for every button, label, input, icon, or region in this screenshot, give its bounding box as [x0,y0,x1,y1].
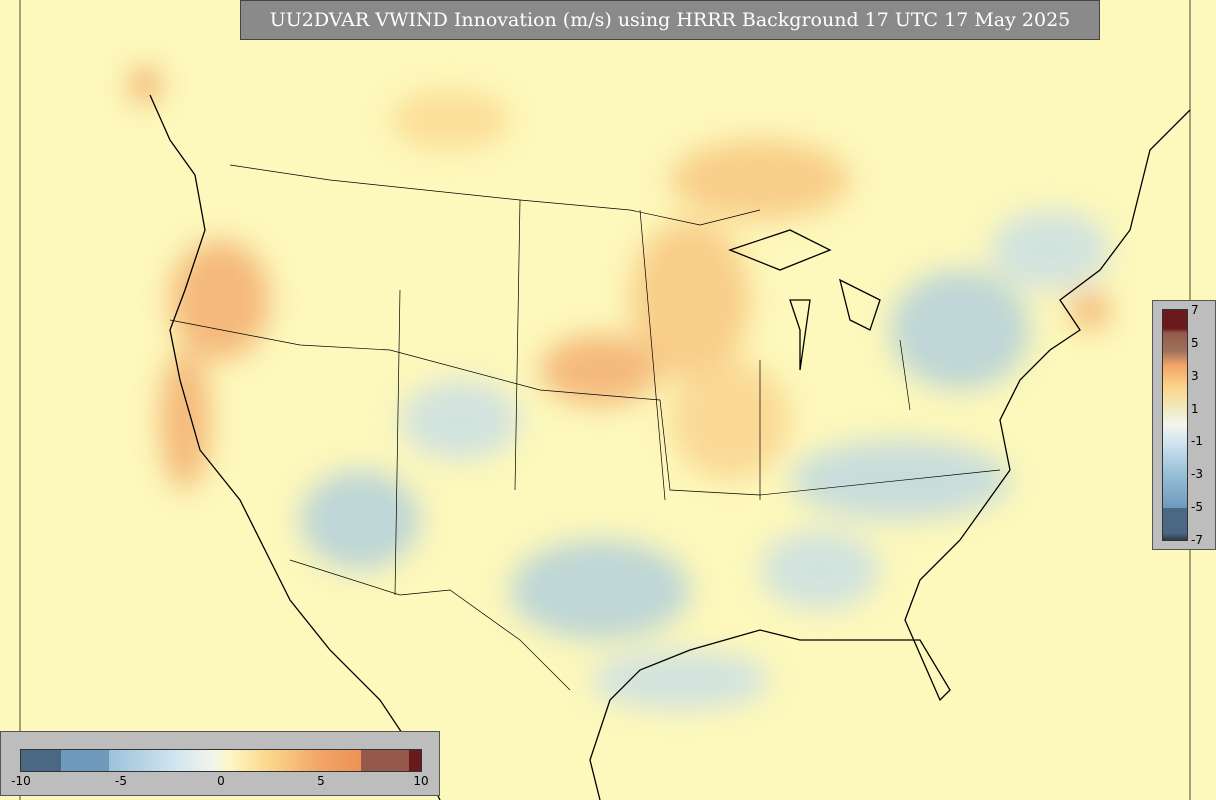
colorbar-tick-label: 5 [317,774,325,788]
innovation-field [130,67,1110,710]
coastlines [149,94,1191,800]
colorbar-tick-label: -5 [115,774,127,788]
colorbar-horizontal: -10 -5 0 5 10 [0,731,440,796]
colorbar-scale [20,749,422,772]
colorbar-tick-label: 5 [1191,335,1199,350]
colorbar-tick-label: -7 [1191,533,1203,547]
colorbar-tick-label: 3 [1191,368,1199,383]
title: UU2DVAR VWIND Innovation (m/s) using HRR… [240,0,1100,40]
colorbar-vertical: 7 5 3 1 -1 -3 -5 -7 [1152,300,1216,550]
colorbar-tick-label: 1 [1191,401,1199,416]
colorbar-scale [1162,309,1188,541]
borders [19,0,1191,800]
colorbar-tick-label: -1 [1191,434,1203,449]
colorbar-tick-label: -10 [11,774,31,788]
colorbar-tick-label: 7 [1191,303,1199,317]
colorbar-tick-label: 0 [217,774,225,788]
colorbar-tick-label: -5 [1191,500,1203,515]
colorbar-tick-label: -3 [1191,467,1203,482]
colorbar-tick-label: 10 [413,774,429,788]
